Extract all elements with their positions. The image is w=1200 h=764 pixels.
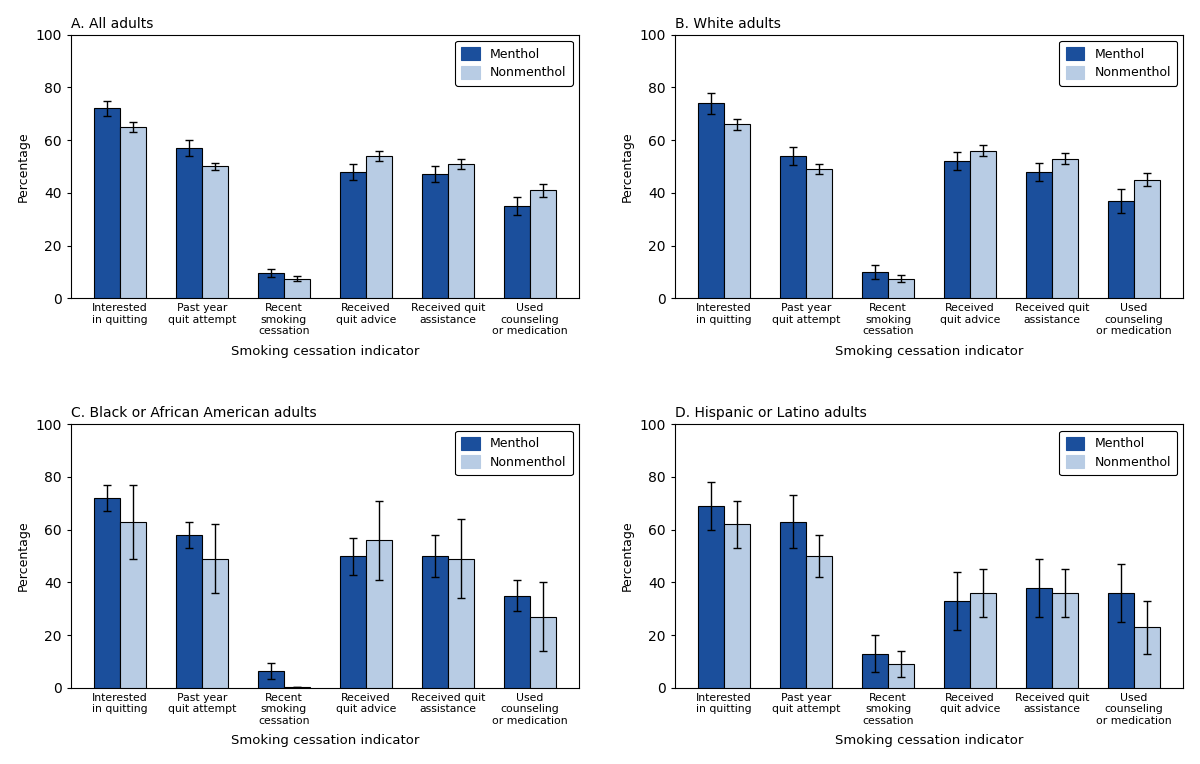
Bar	[94, 498, 120, 688]
Bar	[697, 103, 724, 298]
Bar	[448, 163, 474, 298]
Y-axis label: Percentage: Percentage	[620, 521, 634, 591]
Bar	[1134, 627, 1160, 688]
Bar	[120, 522, 146, 688]
Bar	[697, 506, 724, 688]
Bar	[202, 558, 228, 688]
Bar	[1108, 593, 1134, 688]
Bar	[340, 172, 366, 298]
Bar	[504, 596, 530, 688]
X-axis label: Smoking cessation indicator: Smoking cessation indicator	[835, 345, 1024, 358]
Bar	[258, 274, 284, 298]
Bar	[944, 161, 970, 298]
Bar	[888, 664, 914, 688]
Bar	[340, 556, 366, 688]
Bar	[1026, 588, 1052, 688]
Legend: Menthol, Nonmenthol: Menthol, Nonmenthol	[455, 40, 572, 86]
Bar	[94, 108, 120, 298]
Y-axis label: Percentage: Percentage	[620, 131, 634, 202]
Bar	[888, 279, 914, 298]
Bar	[970, 593, 996, 688]
Legend: Menthol, Nonmenthol: Menthol, Nonmenthol	[455, 430, 572, 475]
Bar	[724, 524, 750, 688]
Bar	[448, 558, 474, 688]
Bar	[944, 601, 970, 688]
Y-axis label: Percentage: Percentage	[17, 521, 30, 591]
Legend: Menthol, Nonmenthol: Menthol, Nonmenthol	[1060, 40, 1177, 86]
Bar	[1052, 593, 1079, 688]
Bar	[421, 174, 448, 298]
Bar	[504, 206, 530, 298]
Text: A. All adults: A. All adults	[71, 17, 154, 31]
Legend: Menthol, Nonmenthol: Menthol, Nonmenthol	[1060, 430, 1177, 475]
Bar	[530, 190, 557, 298]
Bar	[724, 125, 750, 298]
Bar	[780, 522, 806, 688]
Bar	[1026, 172, 1052, 298]
Bar	[1052, 159, 1079, 298]
X-axis label: Smoking cessation indicator: Smoking cessation indicator	[230, 345, 419, 358]
Bar	[284, 687, 310, 688]
Bar	[175, 535, 202, 688]
Bar	[258, 671, 284, 688]
Bar	[366, 540, 392, 688]
X-axis label: Smoking cessation indicator: Smoking cessation indicator	[230, 734, 419, 747]
Bar	[421, 556, 448, 688]
Bar	[780, 156, 806, 298]
Bar	[970, 151, 996, 298]
Bar	[862, 654, 888, 688]
Bar	[806, 556, 833, 688]
Y-axis label: Percentage: Percentage	[17, 131, 30, 202]
Bar	[366, 156, 392, 298]
Bar	[120, 127, 146, 298]
Bar	[530, 617, 557, 688]
Bar	[806, 169, 833, 298]
Bar	[1108, 201, 1134, 298]
Text: B. White adults: B. White adults	[674, 17, 781, 31]
Bar	[284, 279, 310, 298]
Bar	[1134, 180, 1160, 298]
Bar	[202, 167, 228, 298]
Bar	[862, 272, 888, 298]
Text: C. Black or African American adults: C. Black or African American adults	[71, 406, 317, 420]
Bar	[175, 148, 202, 298]
X-axis label: Smoking cessation indicator: Smoking cessation indicator	[835, 734, 1024, 747]
Text: D. Hispanic or Latino adults: D. Hispanic or Latino adults	[674, 406, 866, 420]
